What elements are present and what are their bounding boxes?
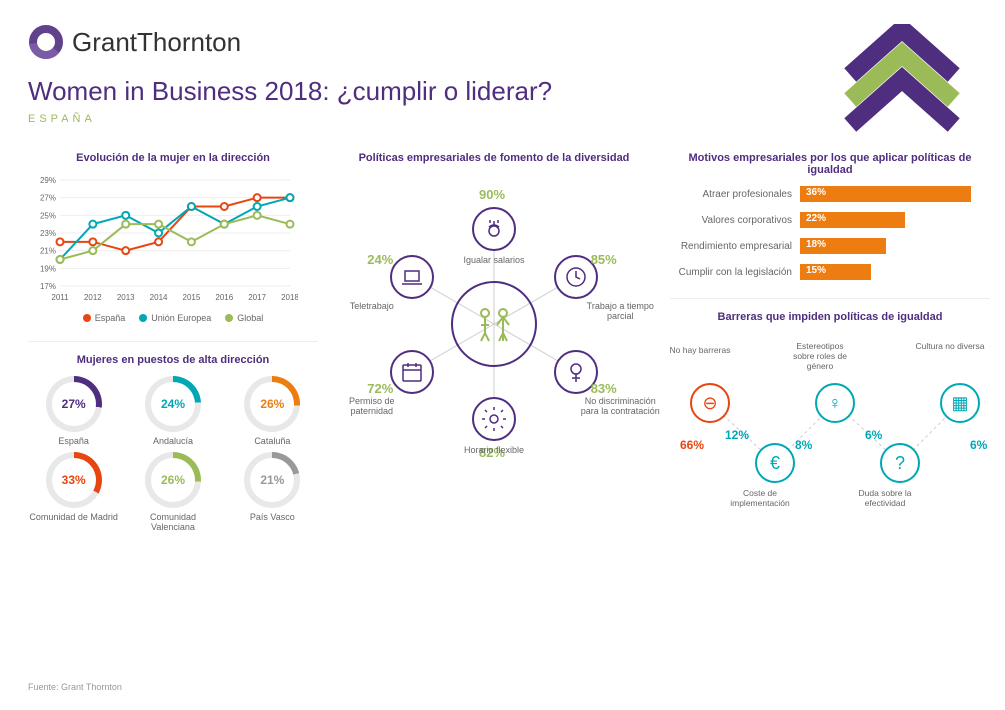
svg-text:29%: 29%: [40, 176, 56, 185]
brand-logo: GrantThornton: [28, 24, 552, 60]
svg-text:27%: 27%: [40, 194, 56, 203]
barrier-pct: 8%: [795, 438, 812, 452]
policy-pct: 90%: [479, 187, 505, 202]
bar-row: Valores corporativos22%: [670, 212, 990, 228]
svg-text:2014: 2014: [150, 293, 168, 302]
donut-item: 33% Comunidad de Madrid: [28, 452, 119, 532]
source-text: Fuente: Grant Thornton: [28, 682, 122, 692]
policies-radial: 90%Igualar salarios85%Trabajo a tiempo p…: [344, 174, 644, 474]
svg-text:21%: 21%: [40, 247, 56, 256]
legend-eu: Unión Europea: [151, 313, 211, 323]
policies-title: Políticas empresariales de fomento de la…: [334, 152, 654, 164]
legend-espana: España: [95, 313, 126, 323]
barrier-pct: 66%: [680, 438, 704, 452]
barrier-node: ▦: [940, 383, 980, 423]
policy-pct: 85%: [591, 252, 617, 267]
policy-node: [390, 255, 434, 299]
barrier-node: ⊖: [690, 383, 730, 423]
barrier-node: ?: [880, 443, 920, 483]
policy-node: [472, 397, 516, 441]
policy-node: [390, 350, 434, 394]
donut-item: 26% Cataluña: [227, 376, 318, 446]
barrier-pct: 6%: [865, 428, 882, 442]
barrier-label: Duda sobre la efectividad: [850, 488, 920, 508]
policy-label: Horario flexible: [454, 445, 534, 455]
policy-pct: 83%: [591, 381, 617, 396]
svg-text:19%: 19%: [40, 264, 56, 273]
svg-text:2016: 2016: [215, 293, 233, 302]
svg-text:2018: 2018: [281, 293, 298, 302]
policy-node: [472, 207, 516, 251]
svg-text:23%: 23%: [40, 229, 56, 238]
donut-item: 26% Comunidad Valenciana: [127, 452, 218, 532]
donut-grid: 27% España 24% Andalucía 26% Cataluña 33…: [28, 376, 318, 532]
donut-item: 21% País Vasco: [227, 452, 318, 532]
bar-row: Cumplir con la legislación15%: [670, 264, 990, 280]
barrier-node: €: [755, 443, 795, 483]
policy-label: Trabajo a tiempo parcial: [580, 301, 660, 321]
policy-label: No discriminación para la contratación: [580, 396, 660, 416]
policy-label: Igualar salarios: [454, 255, 534, 265]
donuts-title: Mujeres en puestos de alta dirección: [28, 354, 318, 366]
policies-center-icon: [451, 281, 537, 367]
svg-text:2012: 2012: [84, 293, 102, 302]
policy-label: Teletrabajo: [332, 301, 412, 311]
bars-chart: Atraer profesionales36% Valores corporati…: [670, 186, 990, 280]
barrier-pct: 12%: [725, 428, 749, 442]
barrier-label: Coste de implementación: [725, 488, 795, 508]
bar-row: Rendimiento empresarial18%: [670, 238, 990, 254]
svg-text:25%: 25%: [40, 211, 56, 220]
policy-pct: 72%: [367, 381, 393, 396]
logo-ring-icon: [28, 24, 64, 60]
barriers-diagram: ⊖No hay barreras66%€Coste de implementac…: [670, 333, 990, 503]
barrier-label: No hay barreras: [665, 345, 735, 355]
donut-item: 27% España: [28, 376, 119, 446]
barriers-title: Barreras que impiden políticas de iguald…: [670, 311, 990, 323]
svg-text:2013: 2013: [117, 293, 135, 302]
policy-pct: 24%: [367, 252, 393, 267]
svg-text:2017: 2017: [248, 293, 266, 302]
line-chart: 17% 19% 21% 23% 25% 27% 29% 2011 2012 2013 2014 201…: [28, 174, 298, 304]
svg-text:2015: 2015: [183, 293, 201, 302]
barrier-label: Estereotipos sobre roles de género: [785, 341, 855, 371]
barrier-label: Cultura no diversa: [915, 341, 985, 351]
page-subtitle: ESPAÑA: [28, 113, 552, 125]
chevrons-icon: [827, 24, 977, 144]
page-title: Women in Business 2018: ¿cumplir o lider…: [28, 76, 552, 107]
legend-global: Global: [237, 313, 263, 323]
svg-text:17%: 17%: [40, 282, 56, 291]
bars-title: Motivos empresariales por los que aplica…: [670, 152, 990, 176]
barrier-node: ♀: [815, 383, 855, 423]
line-chart-legend: España Unión Europea Global: [28, 313, 318, 323]
barrier-pct: 6%: [970, 438, 987, 452]
brand-name: GrantThornton: [72, 27, 241, 58]
svg-text:2011: 2011: [51, 293, 69, 302]
bar-row: Atraer profesionales36%: [670, 186, 990, 202]
line-chart-title: Evolución de la mujer en la dirección: [28, 152, 318, 164]
donut-item: 24% Andalucía: [127, 376, 218, 446]
policy-label: Permiso de paternidad: [332, 396, 412, 416]
